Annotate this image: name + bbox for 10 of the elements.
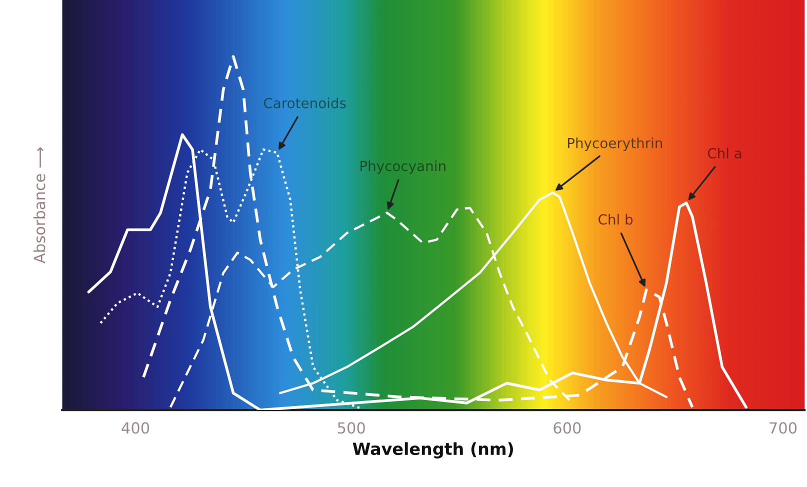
x-tick-label: 400: [122, 422, 150, 434]
annotation: Carotenoids: [264, 98, 346, 108]
x-tick-label: 500: [338, 422, 365, 434]
annotation: Chl b: [598, 214, 633, 225]
x-tick-label: 600: [554, 422, 581, 434]
annotation: Chl a: [708, 148, 742, 159]
annotation: Phycoerythrin: [568, 138, 662, 151]
y-axis-title: Absorbance ⟶: [33, 147, 46, 264]
x-tick-label: 700: [770, 422, 797, 434]
x-axis-title: Wavelength (nm): [352, 442, 513, 458]
